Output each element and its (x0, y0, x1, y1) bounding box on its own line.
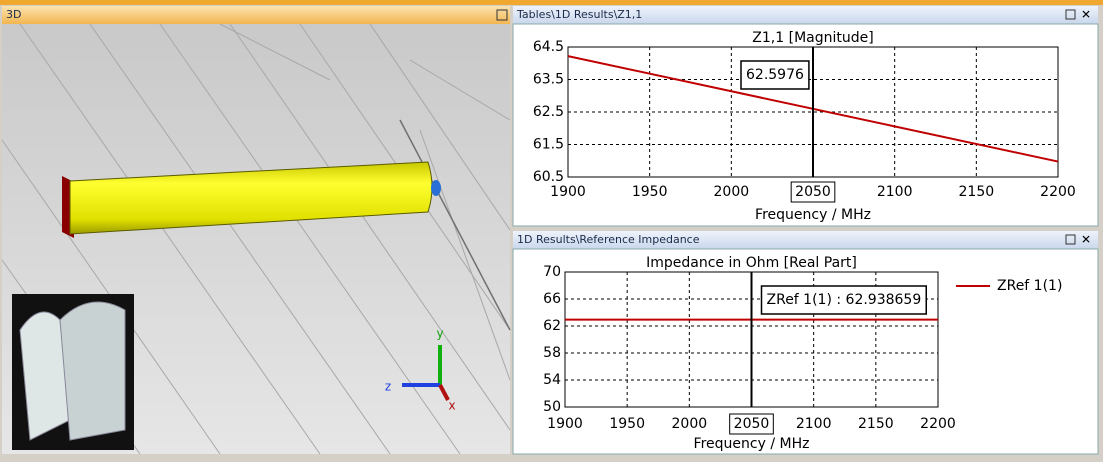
maximize-button[interactable] (1065, 234, 1076, 245)
x-tick-label: 2000 (714, 184, 750, 200)
scene-edge (399, 119, 511, 331)
y-tick-label: 54 (543, 372, 561, 388)
chart-title: Z1,1 [Magnitude] (752, 30, 873, 46)
x-tick-label: 2150 (858, 416, 894, 432)
marker-value-label: 62.5976 (746, 67, 804, 83)
axis-triad: y z x (385, 327, 456, 413)
y-tick-label: 58 (543, 345, 561, 361)
chart-title: Impedance in Ohm [Real Part] (646, 255, 857, 271)
x-tick-label: 2200 (920, 416, 956, 432)
y-tick-label: 70 (543, 264, 561, 280)
x-tick-label: 1950 (632, 184, 668, 200)
panel-titlebar[interactable] (513, 231, 1098, 249)
marker-x-box (729, 413, 774, 435)
close-button[interactable]: ✕ (1081, 8, 1091, 22)
x-tick-label: 2150 (959, 184, 995, 200)
marker-value-box (760, 285, 927, 315)
close-button[interactable]: ✕ (1081, 233, 1091, 247)
axis-label: y (436, 327, 443, 341)
axis-label: z (385, 380, 391, 394)
x-tick-label: 2100 (796, 416, 832, 432)
y-tick-label: 63.5 (533, 72, 564, 88)
x-axis-label: Frequency / MHz (694, 436, 810, 452)
y-tick-label: 61.5 (533, 137, 564, 153)
panel-title: 3D (6, 8, 21, 21)
panel-title: Tables\1D Results\Z1,1 (516, 8, 642, 21)
panel-title: 1D Results\Reference Impedance (517, 233, 700, 246)
panel-titlebar[interactable] (2, 6, 510, 24)
photo-shape (59, 301, 126, 441)
top-strip (0, 0, 1103, 5)
chart-panel (512, 248, 1099, 455)
axis-label: x (448, 399, 455, 413)
marker-x-box (790, 181, 836, 203)
x-tick-label: 1950 (609, 416, 645, 432)
y-tick-label: 66 (543, 291, 561, 307)
y-tick-label: 62.5 (533, 104, 564, 120)
marker-x-label: 2050 (795, 184, 831, 200)
y-tick-label: 60.5 (533, 169, 564, 185)
panel-titlebar[interactable] (513, 6, 1098, 24)
marker-value-label: ZRef 1(1) : 62.938659 (767, 292, 922, 308)
x-tick-label: 2100 (877, 184, 913, 200)
maximize-button[interactable] (1065, 9, 1076, 20)
x-axis-label: Frequency / MHz (755, 207, 871, 223)
marker-value-box (740, 60, 810, 90)
x-tick-label: 2000 (672, 416, 708, 432)
x-tick-label: 2200 (1040, 184, 1076, 200)
cylinder-end (431, 180, 441, 196)
x-tick-label: 1900 (547, 416, 583, 432)
y-tick-label: 64.5 (533, 39, 564, 55)
y-tick-label: 62 (543, 318, 561, 334)
legend-label: ZRef 1(1) (997, 278, 1062, 294)
maximize-button[interactable] (496, 9, 508, 21)
x-tick-label: 1900 (550, 184, 586, 200)
y-tick-label: 50 (543, 399, 561, 415)
marker-x-label: 2050 (734, 416, 770, 432)
